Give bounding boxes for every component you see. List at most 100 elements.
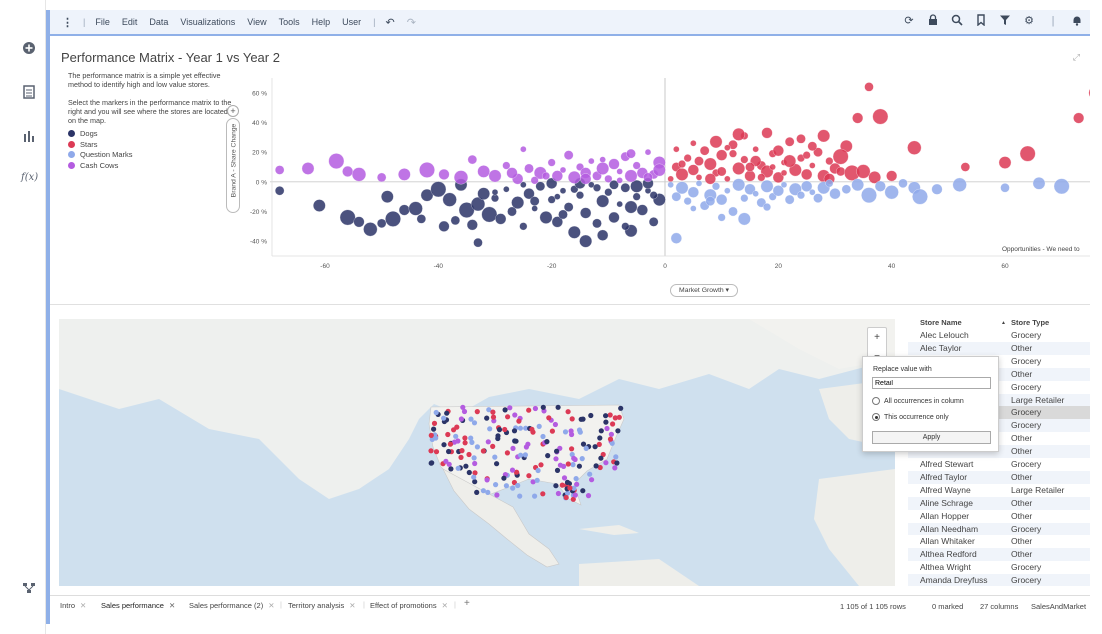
store-marker[interactable]: [480, 488, 486, 494]
cell-store-name[interactable]: Allan Hopper: [920, 510, 970, 521]
cell-store-type[interactable]: Other: [1011, 433, 1033, 444]
refresh-icon[interactable]: ⟳: [904, 15, 914, 27]
lock-icon[interactable]: [926, 14, 940, 28]
store-marker[interactable]: [613, 454, 619, 460]
store-marker[interactable]: [458, 416, 464, 422]
store-marker[interactable]: [504, 450, 510, 456]
store-marker[interactable]: [576, 463, 583, 469]
store-marker[interactable]: [517, 425, 523, 431]
store-marker[interactable]: [587, 471, 593, 477]
store-marker[interactable]: [603, 413, 609, 419]
store-marker[interactable]: [441, 442, 447, 448]
cell-store-type[interactable]: Other: [1011, 497, 1033, 508]
store-marker[interactable]: [618, 405, 624, 411]
table-row[interactable]: Other: [908, 432, 1090, 445]
close-icon[interactable]: ✕: [349, 601, 356, 610]
store-marker[interactable]: [598, 455, 604, 461]
store-marker[interactable]: [588, 412, 594, 419]
store-marker[interactable]: [565, 490, 571, 496]
store-marker[interactable]: [515, 482, 521, 489]
store-marker[interactable]: [433, 435, 439, 441]
store-marker[interactable]: [609, 440, 615, 446]
bookmark-icon[interactable]: [974, 14, 988, 28]
store-marker[interactable]: [526, 407, 532, 413]
table-row[interactable]: Alfred Wayne Large Retailer: [908, 484, 1090, 497]
table-row[interactable]: Allan Needham Grocery: [908, 522, 1090, 536]
store-marker[interactable]: [517, 493, 523, 499]
close-icon[interactable]: ✕: [168, 601, 176, 610]
more-vertical-icon[interactable]: ⋮: [62, 16, 73, 29]
menu-edit[interactable]: Edit: [121, 17, 138, 27]
store-marker[interactable]: [431, 426, 437, 432]
store-marker[interactable]: [512, 412, 518, 418]
radio-this-occurrence[interactable]: This occurrence only: [872, 413, 997, 421]
store-marker[interactable]: [502, 426, 508, 433]
store-marker[interactable]: [525, 441, 531, 447]
cell-store-type[interactable]: Other: [1011, 471, 1033, 482]
store-marker[interactable]: [468, 416, 474, 422]
cell-store-type[interactable]: Grocery: [1011, 407, 1042, 418]
tab-territory-analysis[interactable]: Territory analysis ✕: [288, 601, 356, 610]
store-marker[interactable]: [555, 490, 561, 497]
cell-store-type[interactable]: Grocery: [1011, 355, 1042, 366]
store-marker[interactable]: [495, 433, 501, 439]
store-marker[interactable]: [535, 467, 541, 474]
store-marker[interactable]: [493, 482, 499, 488]
redo-icon[interactable]: ↷: [406, 16, 416, 29]
store-marker[interactable]: [487, 426, 493, 432]
store-marker[interactable]: [484, 477, 490, 483]
network-icon[interactable]: [21, 580, 37, 596]
store-marker[interactable]: [445, 431, 451, 438]
store-marker[interactable]: [612, 415, 618, 421]
store-marker[interactable]: [491, 418, 497, 424]
store-marker[interactable]: [471, 420, 478, 426]
gear-icon[interactable]: ⚙: [1024, 15, 1034, 27]
add-tab-button[interactable]: +: [464, 598, 470, 609]
store-marker[interactable]: [490, 409, 496, 415]
store-marker[interactable]: [570, 462, 576, 468]
store-marker[interactable]: [441, 415, 447, 421]
cell-store-name[interactable]: Allan Whitaker: [920, 536, 975, 547]
store-marker[interactable]: [559, 482, 565, 488]
store-marker[interactable]: [468, 435, 474, 441]
store-marker[interactable]: [580, 441, 587, 447]
tab-sales-performance-2[interactable]: Sales performance (2) ✕: [189, 601, 275, 610]
store-marker[interactable]: [471, 474, 477, 480]
store-marker[interactable]: [616, 414, 622, 420]
table-row[interactable]: Alec Taylor Other: [908, 341, 1090, 355]
store-marker[interactable]: [608, 431, 615, 437]
store-marker[interactable]: [516, 418, 522, 424]
store-marker[interactable]: [471, 455, 477, 461]
store-marker[interactable]: [485, 489, 491, 495]
store-marker[interactable]: [603, 419, 609, 425]
store-marker[interactable]: [596, 441, 602, 447]
cell-store-name[interactable]: Alfred Taylor: [920, 471, 968, 482]
cell-store-name[interactable]: Alfred Stewart: [920, 459, 974, 469]
table-row[interactable]: Allan Hopper Other: [908, 510, 1090, 523]
store-marker[interactable]: [610, 421, 616, 427]
store-marker[interactable]: [443, 458, 449, 464]
store-marker[interactable]: [564, 479, 571, 485]
store-marker[interactable]: [597, 435, 603, 441]
radio-all-occurrences[interactable]: All occurrences in column: [872, 397, 997, 405]
store-marker[interactable]: [502, 407, 508, 413]
store-marker[interactable]: [600, 451, 606, 458]
cell-store-type[interactable]: Other: [1011, 368, 1033, 379]
store-marker[interactable]: [503, 483, 509, 489]
cell-store-name[interactable]: Althea Redford: [920, 549, 977, 560]
store-marker[interactable]: [563, 494, 569, 501]
menu-data[interactable]: Data: [149, 17, 169, 27]
expand-icon[interactable]: ⤢: [1072, 52, 1080, 62]
cell-store-type[interactable]: Grocery: [1011, 420, 1042, 431]
store-marker[interactable]: [603, 460, 609, 466]
store-marker[interactable]: [574, 481, 580, 487]
undo-icon[interactable]: ↶: [385, 16, 395, 29]
store-marker[interactable]: [567, 485, 573, 491]
store-marker[interactable]: [589, 477, 595, 483]
store-marker[interactable]: [451, 427, 457, 433]
store-marker[interactable]: [447, 441, 453, 447]
cell-store-name[interactable]: Alfred Wayne: [920, 484, 971, 495]
legend-item-dogs[interactable]: Dogs: [68, 129, 133, 139]
store-marker[interactable]: [540, 433, 546, 440]
store-marker[interactable]: [494, 492, 500, 498]
